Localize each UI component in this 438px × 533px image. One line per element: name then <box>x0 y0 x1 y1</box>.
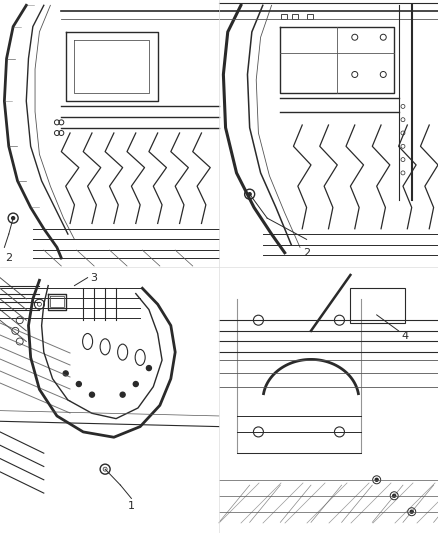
Circle shape <box>76 382 81 386</box>
Circle shape <box>12 216 14 220</box>
Text: 1: 1 <box>128 502 135 511</box>
Circle shape <box>248 193 251 196</box>
Bar <box>307 14 313 19</box>
Text: 2: 2 <box>303 248 310 257</box>
Bar <box>350 288 406 324</box>
Text: 4: 4 <box>402 331 409 341</box>
Circle shape <box>63 371 68 376</box>
Circle shape <box>393 494 396 497</box>
Circle shape <box>133 382 138 386</box>
Circle shape <box>89 392 95 397</box>
Circle shape <box>146 366 152 370</box>
Text: 2: 2 <box>5 253 12 263</box>
Bar <box>281 14 287 19</box>
Circle shape <box>410 510 413 513</box>
Circle shape <box>120 392 125 397</box>
Bar <box>292 14 298 19</box>
Circle shape <box>375 478 378 481</box>
Text: 3: 3 <box>91 273 98 282</box>
